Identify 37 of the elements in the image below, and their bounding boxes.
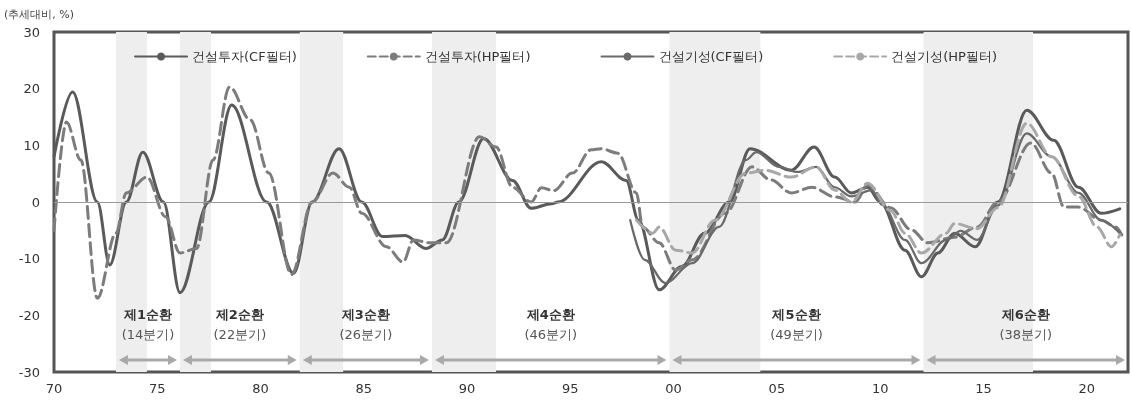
legend-label: 건설기성(CF필터) [658, 49, 764, 64]
y-tick-label: -10 [18, 251, 40, 267]
legend-label: 건설투자(CF필터) [192, 49, 297, 64]
line-series [634, 121, 1122, 255]
x-tick-label: 85 [355, 381, 373, 396]
y-tick-label: -30 [18, 364, 40, 380]
annotation: 제4순환 [525, 306, 575, 322]
annotation: 제2순환 [214, 306, 264, 322]
line-series [629, 132, 1121, 285]
x-tick-label: 90 [458, 381, 476, 396]
annotation: (49분기) [770, 326, 823, 342]
annotation: 제6순환 [1000, 306, 1050, 322]
annotation: (14분기) [121, 326, 175, 342]
y-tick-label: 30 [23, 24, 40, 40]
x-tick-label: 95 [562, 381, 579, 396]
y-tick-label: 0 [31, 194, 40, 210]
x-tick-label: 80 [252, 381, 269, 396]
legend-label: 건설기성(HP필터) [891, 49, 997, 64]
annotation: 제1순환 [122, 306, 172, 322]
y-tick-label: 10 [23, 137, 40, 153]
annotation: (46분기) [524, 326, 578, 342]
x-tick-label: 00 [665, 381, 682, 396]
annotation: (38분기) [999, 326, 1053, 342]
annotation: (26분기) [339, 326, 393, 342]
y-axis-title: (추세대비, %) [4, 8, 75, 21]
x-tick-label: 75 [149, 381, 166, 396]
annotation: 제3순환 [340, 306, 390, 322]
x-tick-label: 10 [871, 381, 889, 396]
legend-label: 건설투자(HP필터) [424, 49, 531, 64]
x-tick-label: 15 [975, 381, 992, 396]
y-tick-label: 20 [23, 81, 40, 97]
y-tick-label: -20 [18, 307, 40, 323]
x-tick-label: 70 [45, 381, 63, 396]
annotation: (22분기) [213, 326, 267, 342]
x-tick-label: 20 [1078, 381, 1095, 396]
annotation: 제5순환 [771, 306, 821, 322]
x-tick-label: 05 [768, 381, 786, 396]
